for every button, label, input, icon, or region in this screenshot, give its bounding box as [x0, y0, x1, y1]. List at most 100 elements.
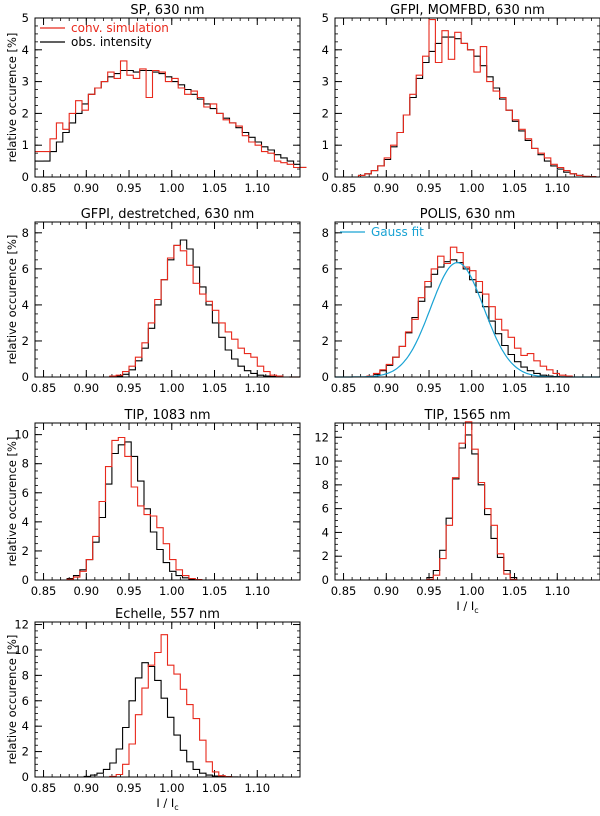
y-tick-label: 1: [22, 138, 29, 152]
y-tick-label: 10: [14, 643, 29, 657]
y-tick-label: 4: [322, 525, 329, 539]
series-conv-simulation: [60, 436, 209, 581]
y-tick-label: 8: [22, 457, 29, 471]
chart-panel-7: Echelle, 557 nm 0.85 0.90 0.95 1.00 1.05 1.10 0…: [5, 607, 301, 812]
chart-title: GFPI, MOMFBD, 630 nm: [390, 3, 545, 18]
plot-frame: [334, 422, 600, 581]
y-axis-label: relative occurence [%]: [5, 33, 19, 163]
x-axis-label-subscript: c: [174, 803, 178, 812]
plot-frame: [34, 621, 301, 778]
x-tick-label: 1.10: [544, 181, 570, 195]
y-tick-label: 12: [14, 618, 29, 632]
x-tick-label: 0.95: [416, 181, 442, 195]
x-tick-label: 1.05: [502, 584, 528, 598]
x-tick-label: 1.00: [159, 781, 185, 795]
y-tick-label: 0: [22, 370, 29, 384]
y-axis-label: relative occurence [%]: [5, 437, 19, 567]
y-tick-label: 0: [322, 573, 329, 587]
y-tick-label: 0: [22, 573, 29, 587]
series-conv-simulation: [352, 19, 600, 178]
x-tick-label: 0.95: [116, 584, 142, 598]
series-conv-simulation: [103, 634, 238, 778]
y-tick-label: 6: [322, 262, 329, 276]
x-axis-label-main: I / I: [456, 599, 474, 613]
y-tick-label: 6: [322, 502, 329, 516]
y-tick-label: 6: [22, 694, 29, 708]
chart-panel-2: GFPI, MOMFBD, 630 nm 0.85 0.90 0.95 1.00 1.05…: [322, 3, 600, 195]
x-tick-label: 0.90: [373, 381, 399, 395]
y-tick-label: 8: [22, 668, 29, 682]
x-axis-label-main: I / I: [156, 796, 174, 810]
chart-title: POLIS, 630 nm: [420, 207, 516, 222]
series-conv-simulation: [103, 244, 290, 378]
y-tick-label: 6: [22, 486, 29, 500]
plot-frame: [34, 221, 301, 378]
y-tick-label: 4: [322, 43, 329, 57]
y-tick-label: 5: [322, 11, 329, 25]
x-tick-label: 0.95: [116, 181, 142, 195]
y-tick-label: 0: [322, 170, 329, 184]
y-tick-label: 2: [322, 106, 329, 120]
y-tick-label: 4: [322, 298, 329, 312]
y-tick-label: 2: [322, 334, 329, 348]
y-tick-label: 12: [314, 430, 329, 444]
y-tick-label: 0: [22, 770, 29, 784]
y-tick-label: 4: [22, 298, 29, 312]
legend-label: Gauss fit: [371, 225, 424, 239]
y-tick-label: 8: [322, 478, 329, 492]
y-tick-label: 2: [322, 549, 329, 563]
series-obs-intensity: [420, 434, 524, 581]
x-tick-label: 1.10: [244, 584, 270, 598]
x-tick-label: 1.00: [459, 381, 485, 395]
x-tick-label: 0.85: [31, 584, 57, 598]
x-tick-label: 1.05: [202, 584, 228, 598]
chart-panel-3: GFPI, destretched, 630 nm 0.85 0.90 0.95 1.0…: [5, 207, 301, 395]
y-tick-label: 8: [22, 226, 29, 240]
y-tick-label: 0: [22, 170, 29, 184]
chart-panel-1: SP, 630 nm 0.85 0.90 0.95 1.00 1.05 1.10 0 1 2 3 4 5…: [5, 3, 307, 195]
y-tick-label: 6: [22, 262, 29, 276]
y-tick-label: 3: [22, 75, 29, 89]
x-tick-label: 1.00: [159, 381, 185, 395]
y-tick-label: 5: [22, 11, 29, 25]
series-obs-intensity: [77, 662, 245, 778]
series-conv-simulation: [43, 60, 307, 169]
x-axis-label: I / Ic: [456, 599, 478, 615]
y-tick-label: 4: [22, 43, 29, 57]
chart-title: Echelle, 557 nm: [115, 607, 220, 622]
x-tick-label: 0.90: [73, 381, 99, 395]
x-tick-label: 1.00: [459, 181, 485, 195]
x-tick-label: 0.95: [416, 381, 442, 395]
series-obs-intensity: [43, 69, 307, 169]
y-axis-label: relative occurence [%]: [5, 235, 19, 365]
x-axis-label-subscript: c: [474, 606, 478, 615]
x-tick-label: 1.05: [502, 181, 528, 195]
plot-frame: [334, 221, 600, 378]
x-tick-label: 0.85: [331, 584, 357, 598]
chart-title: TIP, 1565 nm: [424, 408, 511, 423]
x-tick-label: 0.90: [73, 584, 99, 598]
x-tick-label: 1.05: [202, 381, 228, 395]
x-tick-label: 0.90: [73, 781, 99, 795]
x-tick-label: 0.85: [331, 381, 357, 395]
y-tick-label: 1: [322, 138, 329, 152]
y-tick-label: 0: [322, 370, 329, 384]
chart-panel-6: TIP, 1565 nm 0.85 0.90 0.95 1.00 1.05 1.10 0 2 4 6…: [314, 408, 600, 615]
x-tick-label: 1.05: [202, 781, 228, 795]
x-tick-label: 0.85: [31, 181, 57, 195]
chart-title: SP, 630 nm: [130, 3, 204, 18]
x-tick-label: 1.00: [159, 584, 185, 598]
chart-panel-4: POLIS, 630 nm 0.85 0.90 0.95 1.00 1.05 1.10 0 2 4…: [322, 207, 600, 395]
y-tick-label: 2: [22, 334, 29, 348]
y-tick-label: 4: [22, 515, 29, 529]
series-obs-intensity: [352, 36, 600, 178]
y-axis-label: relative occurence [%]: [5, 635, 19, 765]
chart-title: TIP, 1083 nm: [124, 408, 211, 423]
x-tick-label: 0.85: [31, 381, 57, 395]
x-tick-label: 0.95: [416, 584, 442, 598]
y-tick-label: 10: [14, 428, 29, 442]
x-tick-label: 1.10: [244, 381, 270, 395]
series-obs-intensity: [360, 259, 579, 378]
x-tick-label: 1.10: [244, 181, 270, 195]
